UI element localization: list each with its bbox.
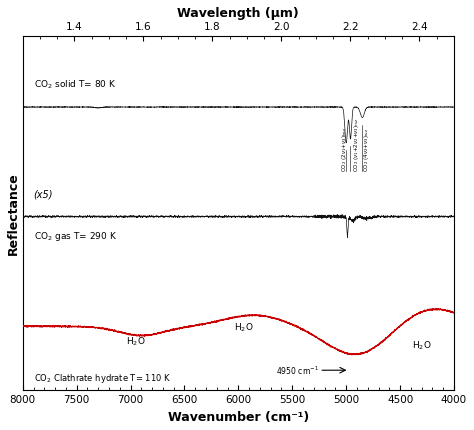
Y-axis label: Reflectance: Reflectance (7, 172, 20, 255)
X-axis label: Wavelength (μm): Wavelength (μm) (177, 7, 299, 20)
Text: H$_2$O: H$_2$O (234, 321, 254, 334)
Text: (x5): (x5) (34, 189, 53, 199)
Text: CO$_2$ Clathrate hydrate T= 110 K: CO$_2$ Clathrate hydrate T= 110 K (34, 371, 171, 384)
Text: H$_2$O: H$_2$O (126, 335, 146, 347)
Text: 4950 cm$^{-1}$: 4950 cm$^{-1}$ (276, 364, 319, 377)
Text: CO$_2$ ($\nu_1$+2$\nu_2$+$\nu_3$)$_{\rm ruz}$: CO$_2$ ($\nu_1$+2$\nu_2$+$\nu_3$)$_{\rm … (353, 117, 362, 171)
Text: CO$_2$ (2$\nu_1$+$\nu_3$)$_{\rm hoz}$: CO$_2$ (2$\nu_1$+$\nu_3$)$_{\rm hoz}$ (339, 126, 348, 171)
Text: CO$_2$ solid T= 80 K: CO$_2$ solid T= 80 K (34, 79, 116, 91)
X-axis label: Wavenumber (cm⁻¹): Wavenumber (cm⁻¹) (168, 410, 309, 423)
Text: CO$_2$ gas T= 290 K: CO$_2$ gas T= 290 K (34, 230, 117, 243)
Text: H$_2$O: H$_2$O (412, 339, 431, 351)
Text: CO$_2$ (4$\nu_2$+$\nu_3$)$_{\rm ruz}$: CO$_2$ (4$\nu_2$+$\nu_3$)$_{\rm ruz}$ (362, 127, 371, 171)
